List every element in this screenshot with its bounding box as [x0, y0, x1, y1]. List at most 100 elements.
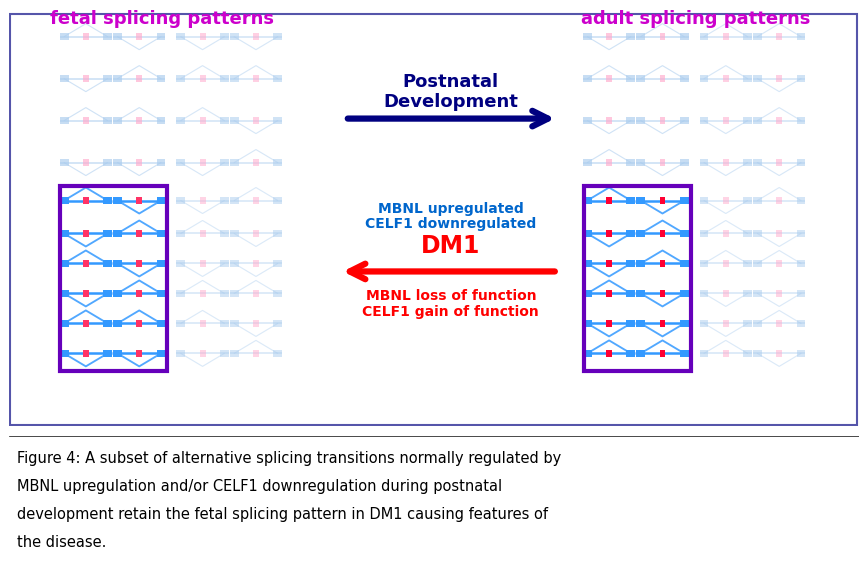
Bar	[273, 159, 282, 166]
Bar	[176, 230, 185, 237]
Bar	[753, 159, 762, 166]
Bar	[273, 350, 282, 357]
Bar	[273, 260, 282, 267]
Bar	[200, 290, 206, 297]
Bar	[156, 117, 166, 124]
Bar	[200, 75, 206, 82]
Bar	[176, 320, 185, 327]
Bar	[776, 159, 782, 166]
Bar	[753, 350, 762, 357]
Bar	[723, 230, 729, 237]
Bar	[82, 197, 89, 204]
Bar	[723, 117, 729, 124]
Bar	[797, 197, 806, 204]
Bar	[660, 290, 666, 297]
Bar	[660, 33, 666, 40]
Bar	[753, 320, 762, 327]
Bar	[606, 350, 612, 357]
Bar	[797, 260, 806, 267]
Bar	[136, 33, 142, 40]
Bar	[113, 197, 122, 204]
Bar	[273, 290, 282, 297]
Bar	[103, 290, 112, 297]
Bar	[176, 197, 185, 204]
Bar	[776, 117, 782, 124]
Bar	[136, 75, 142, 82]
Bar	[660, 159, 666, 166]
Bar	[220, 290, 229, 297]
Text: DM1: DM1	[421, 235, 481, 259]
Bar	[680, 33, 688, 40]
Bar	[797, 159, 806, 166]
Bar	[583, 350, 592, 357]
Bar	[220, 117, 229, 124]
Bar	[636, 260, 645, 267]
Bar	[82, 33, 89, 40]
Bar	[103, 320, 112, 327]
Bar	[156, 75, 166, 82]
Bar	[200, 320, 206, 327]
Bar	[776, 230, 782, 237]
Bar	[136, 117, 142, 124]
Bar	[253, 350, 259, 357]
Bar	[220, 197, 229, 204]
Bar	[220, 33, 229, 40]
Bar	[700, 290, 708, 297]
Bar	[82, 117, 89, 124]
Bar	[723, 350, 729, 357]
Bar	[700, 320, 708, 327]
Bar	[606, 197, 612, 204]
Bar	[176, 260, 185, 267]
Bar	[82, 320, 89, 327]
Bar	[103, 159, 112, 166]
Bar	[156, 320, 166, 327]
Bar	[103, 117, 112, 124]
Bar	[273, 230, 282, 237]
Text: Figure 4: A subset of alternative splicing transitions normally regulated by: Figure 4: A subset of alternative splici…	[16, 451, 561, 466]
Bar	[82, 350, 89, 357]
Bar	[583, 290, 592, 297]
Bar	[176, 290, 185, 297]
Bar	[627, 117, 635, 124]
Bar	[220, 260, 229, 267]
Bar	[220, 230, 229, 237]
Bar	[60, 290, 69, 297]
Bar	[103, 350, 112, 357]
Bar	[60, 197, 69, 204]
Bar	[136, 350, 142, 357]
Bar	[680, 117, 688, 124]
Bar	[660, 117, 666, 124]
Bar	[636, 33, 645, 40]
Bar	[660, 350, 666, 357]
Bar	[723, 33, 729, 40]
Bar	[253, 320, 259, 327]
Bar	[723, 320, 729, 327]
Bar	[156, 260, 166, 267]
Text: fetal splicing patterns: fetal splicing patterns	[50, 10, 274, 27]
Bar	[606, 117, 612, 124]
Bar	[230, 350, 239, 357]
Bar	[700, 260, 708, 267]
Bar	[700, 197, 708, 204]
Bar	[230, 117, 239, 124]
Bar	[253, 33, 259, 40]
Bar	[220, 320, 229, 327]
Bar	[583, 159, 592, 166]
Bar	[753, 290, 762, 297]
Bar	[156, 350, 166, 357]
Bar	[606, 230, 612, 237]
Bar	[743, 159, 752, 166]
Bar	[776, 33, 782, 40]
Bar	[660, 320, 666, 327]
Bar	[230, 75, 239, 82]
Bar	[743, 230, 752, 237]
Text: MBNL upregulation and/or CELF1 downregulation during postnatal: MBNL upregulation and/or CELF1 downregul…	[16, 479, 502, 494]
Text: MBNL upregulated: MBNL upregulated	[378, 201, 523, 215]
Bar	[176, 33, 185, 40]
Bar	[60, 33, 69, 40]
Bar	[60, 186, 167, 371]
Bar	[103, 260, 112, 267]
Bar	[60, 230, 69, 237]
Bar	[743, 290, 752, 297]
Bar	[743, 33, 752, 40]
